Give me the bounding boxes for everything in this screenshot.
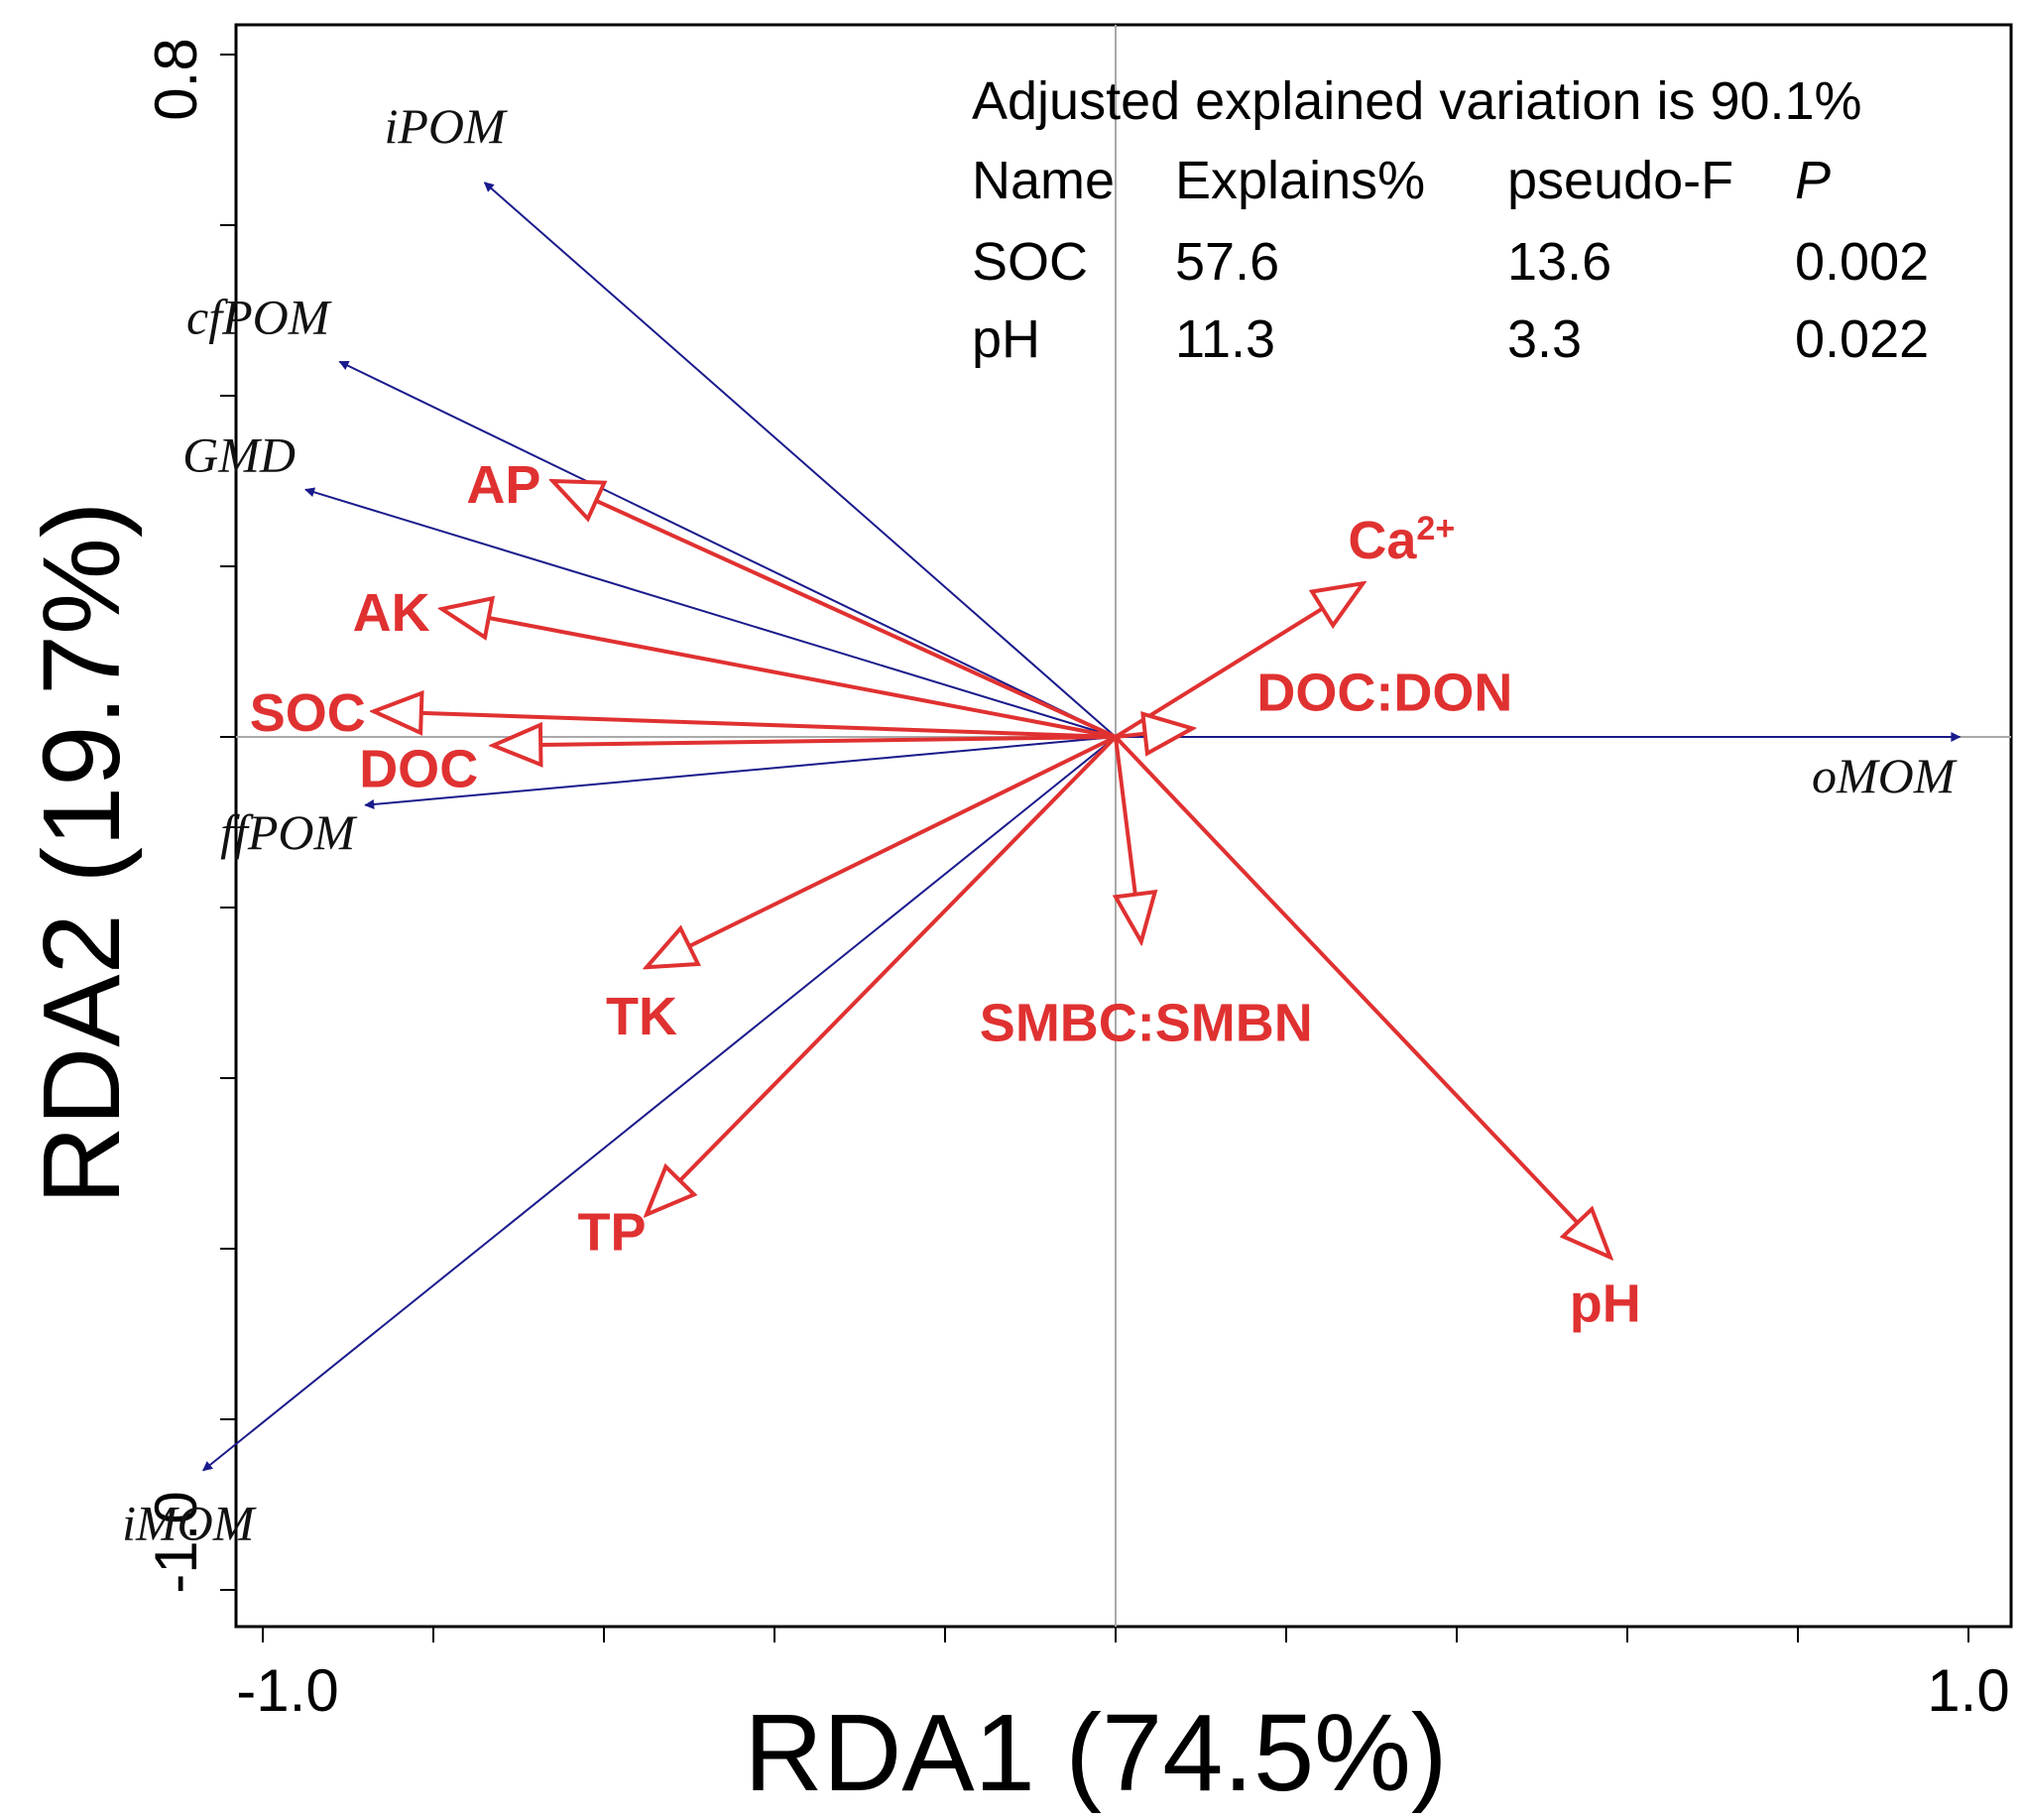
stats-table-heading: Adjusted explained variation is 90.1% [972,71,1862,131]
arrow-label-doc: DOC [359,740,478,799]
stats-header-pseudo-f: pseudo-F [1507,151,1733,210]
y-tick-label-min: -1.0 [143,1491,209,1593]
arrow-tp [647,735,1118,1215]
arrow-label-ak: AK [353,583,430,643]
arrow-ak [442,609,1117,739]
arrow-gmd [304,487,1117,738]
stats-table: Adjusted explained variation is 90.1% Na… [972,71,1929,369]
arrow-label-ca: Ca2+ [1348,510,1455,570]
arrow-label-soc: SOC [250,683,366,743]
stats-row-2-p: 0.022 [1795,309,1929,369]
arrow-label-ffpom: ffPOM [220,804,357,860]
arrow-ipom [483,182,1117,738]
stats-header-p: P [1795,151,1831,210]
arrow-label-imom: iMOM [122,1496,257,1551]
stats-row-1-p: 0.002 [1795,232,1929,292]
arrow-label-omom: oMOM [1812,748,1958,803]
stats-row-2-pseudo-f: 3.3 [1507,309,1582,369]
arrow-label-tp: TP [577,1203,646,1263]
arrow-smbc-smbn [1116,736,1141,941]
arrow-ffpom [364,736,1117,809]
biplot-arrows: iPOMcfPOMGMDoMOMffPOMiMOMAPAKSOCDOCCa2+D… [122,98,1962,1551]
arrow-cfpom [338,360,1117,738]
arrow-label-ipom: iPOM [384,98,508,154]
arrow-label-tk: TK [606,987,677,1046]
stats-row-2-explains: 11.3 [1175,309,1275,369]
arrow-tk [647,735,1117,967]
x-axis-title: RDA1 (74.5%) [744,1692,1447,1814]
x-tick-label-max: 1.0 [1927,1657,2009,1724]
arrow-doc-don [1115,728,1192,737]
arrow-soc [374,711,1117,739]
y-tick-label-max: 0.8 [143,38,209,120]
arrow-label-doc-don: DOC:DON [1256,663,1512,722]
stats-row-2-name: pH [972,309,1040,369]
stats-header-name: Name [972,151,1115,210]
arrow-ph [1114,735,1610,1258]
axis-ticks [220,54,1969,1642]
arrow-label-ap: AP [466,455,540,515]
stats-row-1-explains: 57.6 [1175,232,1279,292]
stats-header-explains: Explains% [1175,151,1425,210]
plot-frame [234,23,2013,1629]
stats-row-1-name: SOC [972,232,1088,292]
stats-row-1-pseudo-f: 13.6 [1507,232,1611,292]
arrow-label-smbc-smbn: SMBC:SMBN [980,993,1313,1052]
arrow-label-ph: pH [1570,1274,1641,1334]
arrow-label-gmd: GMD [182,427,296,483]
arrow-label-superscript: 2+ [1416,510,1455,547]
y-axis-title: RDA2 (19.7%) [21,501,143,1204]
arrow-label-cfpom: cfPOM [186,290,332,345]
arrow-imom [202,736,1117,1472]
arrow-doc [493,737,1117,746]
arrow-ap [552,481,1117,739]
x-tick-label-min: -1.0 [236,1657,338,1724]
